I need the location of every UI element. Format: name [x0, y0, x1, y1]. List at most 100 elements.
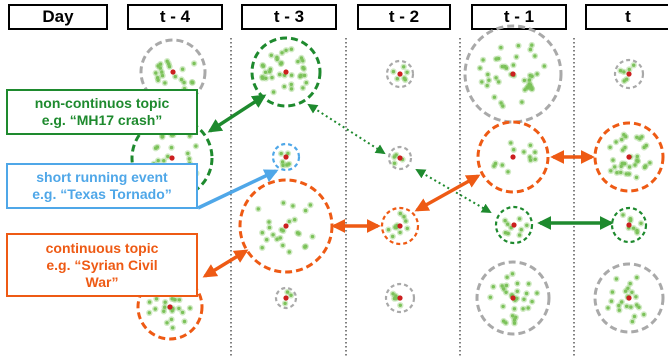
header-t-3: t - 3: [241, 4, 337, 30]
topic-term-dot-core: [529, 86, 534, 90]
topic-term-dot-core: [635, 303, 639, 307]
topic-term-dot-core: [156, 64, 160, 68]
topic-term-dot-core: [289, 293, 293, 297]
topic-term-dot-core: [265, 238, 269, 242]
topic-term-dot-core: [524, 291, 529, 296]
topic-term-dot-core: [177, 306, 181, 311]
cluster-ring: [610, 206, 648, 244]
topic-term-dot-core: [621, 148, 625, 152]
topic-term-dot-core: [512, 148, 516, 152]
header-t-1: t - 1: [471, 4, 567, 30]
topic-term-dot-core: [260, 246, 264, 250]
topic-term-dot-core: [633, 163, 637, 167]
topic-term-dot-core: [386, 228, 391, 232]
cluster-centroid: [397, 295, 403, 301]
topic-term-dot-core: [268, 67, 273, 71]
topic-term-dot-core: [404, 219, 408, 223]
topic-term-dot-core: [402, 215, 406, 219]
topic-term-dot-core: [260, 231, 264, 235]
topic-term-dot-core: [609, 299, 614, 303]
topic-term-dot-core: [525, 223, 529, 227]
topic-term-dot-core: [517, 217, 522, 221]
topic-term-dot-core: [627, 67, 631, 72]
topic-term-dot-core: [287, 219, 291, 224]
cluster-t-top: [613, 58, 645, 90]
topic-term-dot-core: [156, 158, 160, 163]
topic-term-dot-core: [503, 231, 508, 235]
cluster-ring: [136, 273, 204, 341]
topic-term-dot-core: [511, 63, 516, 67]
cluster-centroid: [397, 155, 403, 161]
topic-term-dot-core: [279, 61, 284, 65]
topic-term-dot-core: [393, 225, 397, 229]
topic-term-dot-core: [280, 160, 285, 164]
topic-term-dot-core: [154, 297, 159, 301]
topic-term-dot-core: [515, 281, 520, 286]
topic-term-dot-core: [188, 306, 192, 310]
topic-term-dot-core: [293, 218, 297, 222]
topic-term-dot-core: [398, 230, 402, 235]
cluster-t3-top: [250, 36, 322, 108]
topic-term-dot-core: [615, 171, 619, 175]
cluster-centroid: [510, 295, 516, 301]
topic-term-dot-core: [480, 80, 484, 84]
topic-term-dot-core: [487, 78, 491, 82]
topic-term-dot-core: [302, 73, 307, 78]
topic-term-dot-core: [165, 321, 169, 325]
topic-term-dot-core: [392, 161, 397, 165]
topic-term-dot-core: [606, 306, 610, 310]
topic-term-dot-core: [167, 65, 172, 69]
cluster-t2-top: [385, 59, 415, 89]
topic-term-dot-core: [527, 78, 532, 82]
topic-term-dot-core: [528, 143, 533, 147]
topic-term-dot-core: [642, 312, 646, 317]
topic-term-dot-core: [289, 47, 294, 51]
topic-term-dot-core: [267, 225, 272, 230]
topic-term-dot-core: [282, 84, 286, 89]
topic-term-dot-core: [402, 76, 406, 80]
topic-term-dot-core: [624, 172, 628, 176]
topic-term-dot-core: [521, 307, 525, 311]
topic-term-dot-core: [301, 65, 305, 70]
topic-term-dot-core: [506, 231, 510, 236]
topic-term-dot-core: [617, 308, 621, 312]
topic-term-dot-core: [169, 145, 174, 150]
cluster-t3-small: [271, 142, 301, 172]
topic-term-dot-core: [619, 164, 623, 169]
topic-term-dot-core: [514, 55, 519, 59]
label-green-line2: e.g. “MH17 crash”: [41, 112, 163, 128]
topic-term-dot-core: [153, 307, 157, 311]
topic-term-dot-core: [289, 87, 294, 91]
topic-term-dot-core: [627, 165, 632, 169]
topic-term-dot-core: [509, 141, 513, 145]
topic-term-dot-core: [530, 43, 534, 47]
topic-term-dot-core: [308, 203, 313, 207]
arrow-green-label: [207, 94, 267, 133]
topic-term-dot-core: [535, 72, 539, 76]
topic-term-dot-core: [535, 291, 539, 295]
topic-term-dot-core: [402, 65, 406, 69]
topic-term-dot-core: [619, 170, 623, 175]
topic-term-dot-core: [503, 218, 507, 223]
topic-term-dot-core: [528, 155, 532, 159]
topic-term-dot-core: [620, 300, 624, 304]
topic-term-dot-core: [635, 231, 639, 235]
topic-term-dot-core: [505, 275, 509, 279]
topic-term-dot-core: [285, 163, 289, 167]
cluster-ring: [494, 205, 534, 245]
topic-term-dot-core: [299, 73, 303, 78]
cluster-centroid: [510, 71, 516, 77]
topic-term-dot-core: [485, 83, 489, 88]
topic-term-dot-core: [515, 289, 519, 293]
topic-term-dot-core: [530, 299, 534, 304]
cluster-ring: [476, 120, 550, 194]
topic-term-dot-core: [528, 73, 532, 78]
arrow-orange-b: [414, 174, 481, 212]
topic-term-dot-core: [504, 283, 509, 288]
cluster-centroid: [397, 223, 403, 229]
topic-term-dot-core: [634, 175, 639, 180]
topic-term-dot-core: [528, 158, 533, 162]
topic-term-dot-core: [623, 145, 627, 150]
topic-term-dot-core: [296, 59, 300, 64]
topic-term-dot-core: [630, 290, 634, 294]
